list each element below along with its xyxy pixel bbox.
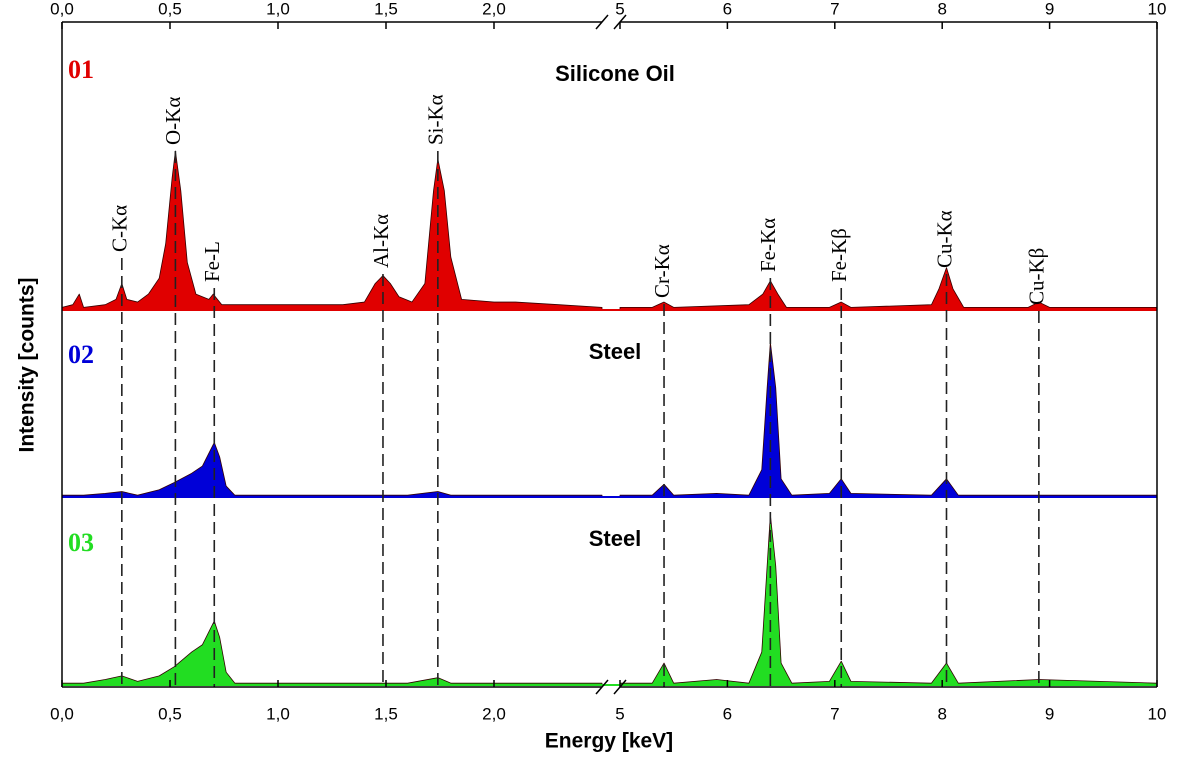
peak-label: O-Kα <box>161 97 185 145</box>
peak-label: Fe-Kα <box>756 218 780 272</box>
x-tick-label-top: 5 <box>615 0 624 18</box>
peak-label: Cr-Kα <box>650 244 674 298</box>
spectrum-area <box>61 620 603 686</box>
panel-title: Silicone Oil <box>555 61 675 86</box>
spectrum-area <box>61 442 603 498</box>
x-tick-label: 0,0 <box>50 704 74 723</box>
peak-label: Fe-L <box>200 241 224 282</box>
x-tick-label-top: 2,0 <box>482 0 506 18</box>
x-tick-label: 2,0 <box>482 704 506 723</box>
peak-label: Cu-Kα <box>932 210 956 268</box>
x-axis-label: Energy [keV] <box>545 730 673 753</box>
axis-break <box>595 14 609 30</box>
peak-label: Fe-Kβ <box>827 228 851 282</box>
x-tick-label: 6 <box>723 704 732 723</box>
spectrum-area <box>619 267 1158 311</box>
x-tick-label: 9 <box>1045 704 1054 723</box>
panel-title: Steel <box>589 339 642 364</box>
spectrum-area <box>619 514 1158 686</box>
spectrum-area <box>61 150 603 311</box>
x-tick-label: 10 <box>1148 704 1167 723</box>
spectrum-area <box>619 341 1158 498</box>
x-tick-label: 5 <box>615 704 624 723</box>
peak-label: C-Kα <box>108 205 132 252</box>
x-tick-label-top: 10 <box>1148 0 1167 18</box>
panel-title: Steel <box>589 526 642 551</box>
x-tick-label: 0,5 <box>158 704 182 723</box>
peak-label: Cu-Kβ <box>1025 248 1049 305</box>
panel-label: 03 <box>68 528 94 557</box>
x-tick-label-top: 6 <box>723 0 732 18</box>
panel-label: 02 <box>68 340 94 369</box>
x-tick-label: 8 <box>937 704 946 723</box>
x-tick-label-top: 7 <box>830 0 839 18</box>
x-tick-label: 1,0 <box>266 704 290 723</box>
x-tick-label-top: 0,0 <box>50 0 74 18</box>
x-tick-label-top: 9 <box>1045 0 1054 18</box>
panel-label: 01 <box>68 55 94 84</box>
y-axis-label: Intensity [counts] <box>16 277 39 452</box>
x-tick-label: 7 <box>830 704 839 723</box>
x-tick-label-top: 1,5 <box>374 0 398 18</box>
x-tick-label-top: 1,0 <box>266 0 290 18</box>
x-tick-label-top: 8 <box>937 0 946 18</box>
x-tick-label: 1,5 <box>374 704 398 723</box>
axis-break <box>595 679 609 695</box>
peak-label: Al-Kα <box>369 214 393 268</box>
x-tick-label-top: 0,5 <box>158 0 182 18</box>
peak-label: Si-Kα <box>424 94 448 145</box>
